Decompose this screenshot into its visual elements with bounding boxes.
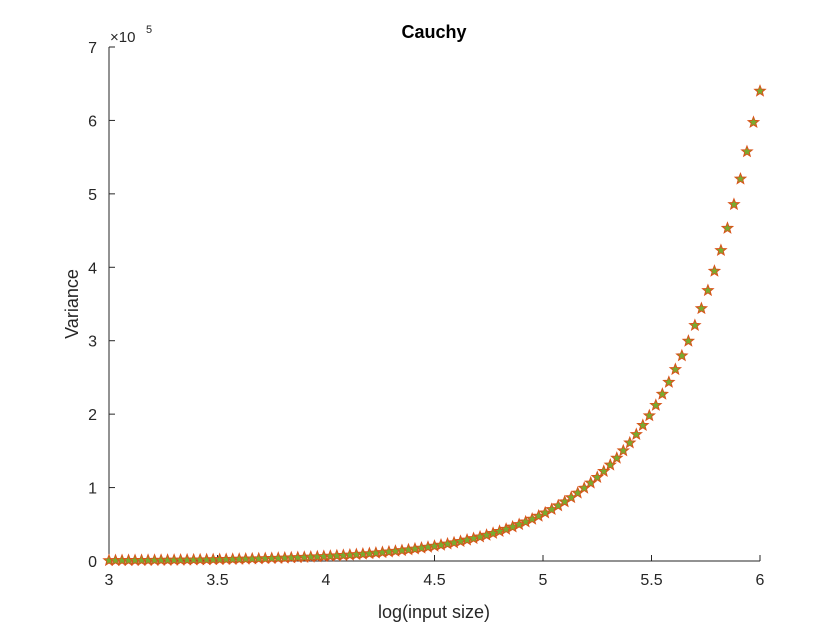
x-tick-label: 3.5 xyxy=(206,572,228,589)
data-point xyxy=(642,408,656,422)
y-tick-label: 2 xyxy=(88,407,97,424)
data-point xyxy=(649,398,663,411)
y-tick-label: 0 xyxy=(88,554,97,571)
y-scale-multiplier: ×10 xyxy=(110,29,135,46)
data-point xyxy=(668,362,683,376)
y-tick-label: 5 xyxy=(88,187,97,204)
data-point xyxy=(740,144,754,158)
data-point xyxy=(714,243,728,257)
y-axis-label: Variance xyxy=(62,269,82,339)
data-point xyxy=(655,387,670,400)
data-point xyxy=(688,318,702,332)
y-tick-label: 3 xyxy=(88,334,97,351)
data-point xyxy=(675,348,689,362)
data-point xyxy=(727,197,741,211)
data-point xyxy=(629,427,643,441)
data-point xyxy=(746,115,761,129)
x-tick-label: 5.5 xyxy=(640,572,662,589)
data-point xyxy=(662,375,676,388)
x-tick-label: 4 xyxy=(322,572,331,589)
data-markers xyxy=(102,84,767,567)
data-point xyxy=(720,221,735,234)
data-point xyxy=(616,443,630,457)
axes xyxy=(108,47,760,562)
data-point xyxy=(707,264,722,277)
data-point xyxy=(603,457,617,471)
y-tick-label: 1 xyxy=(88,481,97,498)
data-point xyxy=(701,283,715,297)
y-tick-label: 4 xyxy=(88,260,97,277)
y-tick-label: 7 xyxy=(88,40,97,57)
data-point xyxy=(610,451,624,464)
x-tick-label: 3 xyxy=(105,572,114,589)
data-point xyxy=(753,84,767,97)
data-point xyxy=(681,334,696,347)
data-point xyxy=(694,301,709,315)
x-tick-label: 6 xyxy=(756,572,765,589)
data-point xyxy=(636,418,650,431)
y-ticks: 0 1 2 3 4 5 6 7 xyxy=(88,40,115,571)
chart-title: Cauchy xyxy=(401,22,466,42)
x-tick-label: 5 xyxy=(539,572,548,589)
y-tick-label: 6 xyxy=(88,113,97,130)
data-point xyxy=(733,171,748,185)
data-point xyxy=(623,435,637,449)
x-tick-label: 4.5 xyxy=(423,572,445,589)
x-ticks: 3 3.5 4 4.5 5 5.5 6 xyxy=(105,555,765,589)
y-scale-exponent: 5 xyxy=(146,24,152,36)
x-axis-label: log(input size) xyxy=(378,602,490,622)
